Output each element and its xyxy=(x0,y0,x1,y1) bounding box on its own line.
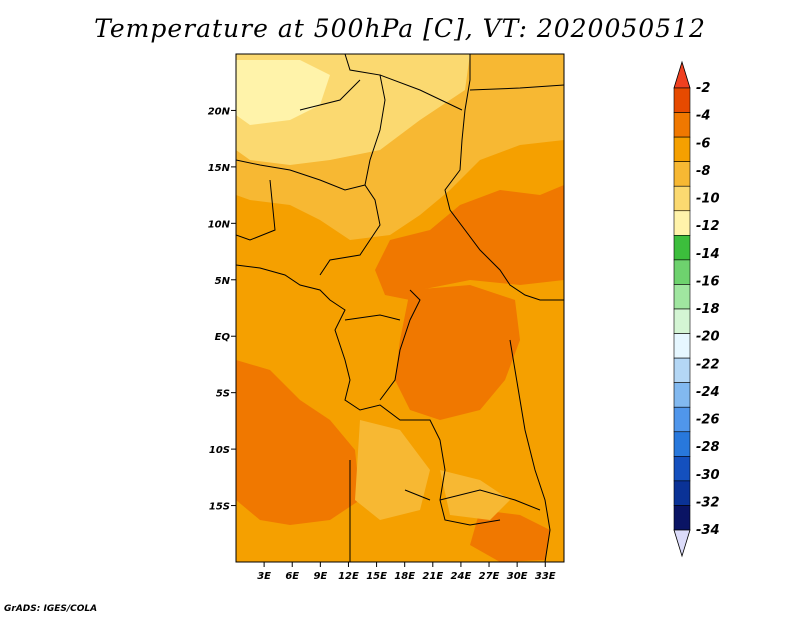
longitude-axis: 3E 6E 9E 12E 15E 18E 21E 24E 27E 30E 33E xyxy=(257,562,556,582)
colorbar-label: -22 xyxy=(696,357,720,372)
colorbar-label: -20 xyxy=(696,330,720,345)
colorbar-swatch xyxy=(673,235,691,261)
colorbar-swatch xyxy=(673,505,691,531)
colorbar-swatch xyxy=(673,161,691,187)
map-frame xyxy=(235,53,565,563)
contour-region-minus4-east xyxy=(375,185,564,300)
lon-tick-label: 9E xyxy=(313,571,327,582)
colorbar-label: -10 xyxy=(696,192,720,207)
lat-tick-label: 20N xyxy=(208,106,231,117)
colorbar-swatch xyxy=(673,406,691,433)
contour-region-minus4-center xyxy=(395,285,520,420)
colorbar-swatch xyxy=(673,284,691,310)
colorbar-bottom-arrow xyxy=(673,529,691,558)
colorbar-label: -2 xyxy=(696,81,710,96)
map-panel xyxy=(236,54,564,562)
contour-region-minus8-southeast xyxy=(440,470,510,520)
colorbar-top-arrow xyxy=(673,60,691,89)
lat-tick-label: 10S xyxy=(209,445,230,456)
lat-tick-label: EQ xyxy=(215,332,231,343)
colorbar-swatch xyxy=(673,431,691,457)
contour-region-minus8-south xyxy=(355,420,430,520)
lat-tick-label: 15N xyxy=(208,163,231,174)
colorbar-swatch xyxy=(673,136,691,162)
colorbar-label: -26 xyxy=(696,413,720,428)
lat-tick-label: 10N xyxy=(208,219,231,230)
colorbar-swatch xyxy=(673,456,691,482)
colorbar-swatch xyxy=(673,185,691,212)
lon-tick-label: 3E xyxy=(257,571,271,582)
contour-region-minus4-southeast xyxy=(470,510,550,562)
lat-tick-label: 5S xyxy=(216,389,230,400)
lat-tick-label: 5N xyxy=(215,276,231,287)
colorbar-swatch xyxy=(673,210,691,236)
colorbar-swatch xyxy=(673,87,691,113)
colorbar-label: -34 xyxy=(696,523,720,538)
country-borders xyxy=(236,54,564,562)
colorbar-label: -32 xyxy=(696,495,720,510)
colorbar-swatch xyxy=(673,333,691,359)
lon-tick-label: 6E xyxy=(285,571,299,582)
colorbar-label: -8 xyxy=(696,164,710,179)
lon-tick-label: 12E xyxy=(338,571,359,582)
lon-tick-label: 15E xyxy=(366,571,387,582)
colorbar-swatch xyxy=(673,259,691,285)
colorbar-label: -24 xyxy=(696,385,720,400)
colorbar-swatch xyxy=(673,480,691,506)
colorbar-label: -30 xyxy=(696,468,720,483)
lon-tick-label: 27E xyxy=(479,571,500,582)
colorbar-label: -4 xyxy=(696,109,710,124)
colorbar-label: -28 xyxy=(696,440,720,455)
lon-tick-label: 24E xyxy=(451,571,472,582)
contour-region-minus4-southwest xyxy=(236,360,360,525)
lon-tick-label: 30E xyxy=(507,571,528,582)
grads-credit: GrADS: IGES/COLA xyxy=(4,604,98,614)
latitude-axis: 20N 15N 10N 5N EQ 5S 10S 15S xyxy=(208,106,236,513)
colorbar-swatch xyxy=(673,112,691,138)
colorbar-label: -16 xyxy=(696,274,720,289)
colorbar-label: -12 xyxy=(696,219,720,234)
lat-tick-label: 15S xyxy=(209,502,230,513)
colorbar-swatch xyxy=(673,357,691,383)
colorbar: -2 -4 -6 -8 -10 -12 -14 -16 -18 -20 -22 -24 -26 -28 -3… xyxy=(673,60,720,558)
colorbar-swatch xyxy=(673,308,691,334)
colorbar-label: -18 xyxy=(696,302,720,317)
colorbar-swatch xyxy=(673,382,691,408)
colorbar-label: -14 xyxy=(696,247,720,262)
colorbar-label: -6 xyxy=(696,136,710,151)
lon-tick-label: 21E xyxy=(422,571,443,582)
lon-tick-label: 33E xyxy=(535,571,556,582)
lon-tick-label: 18E xyxy=(394,571,415,582)
chart-title: Temperature at 500hPa [C], VT: 202005051… xyxy=(94,14,706,43)
